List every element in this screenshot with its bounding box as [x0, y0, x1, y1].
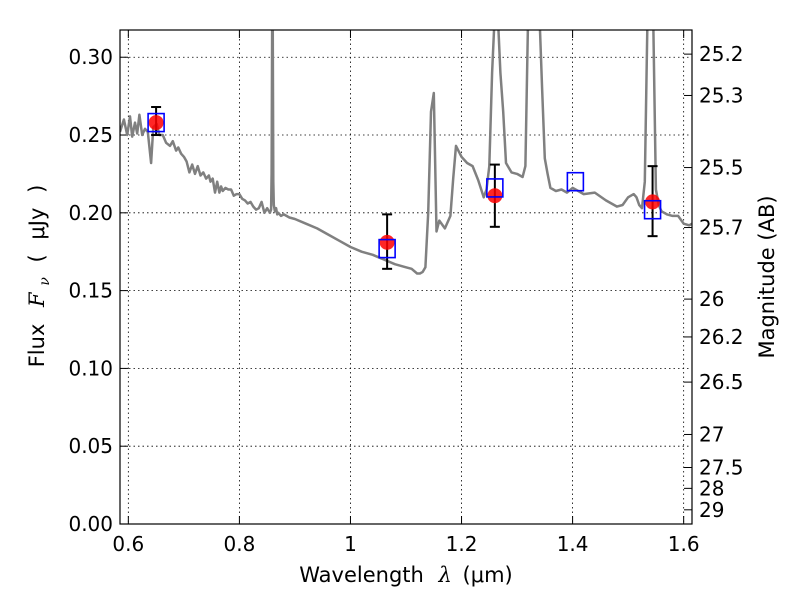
observed-flux-point: [379, 234, 395, 250]
ticks: [120, 30, 692, 525]
magnitude-tick-label: 25.7: [699, 216, 744, 240]
y-tick-label: 0.20: [68, 201, 113, 225]
magnitude-tick-label: 25.5: [699, 156, 744, 180]
x-axis-label-text: Wavelength: [299, 563, 424, 587]
y-axis-label-text: Flux: [25, 324, 49, 368]
y-axis-label-subscript: ν: [37, 277, 53, 286]
observed-points: [148, 115, 661, 250]
y-tick-label: 0.05: [68, 434, 113, 458]
model-photometry-marker: [566, 171, 585, 192]
y-tick-label: 0.10: [68, 356, 113, 380]
y-axis-label-symbol: F: [25, 291, 49, 308]
model-photometry-marker: [643, 199, 662, 220]
magnitude-tick-label: 26: [699, 287, 724, 311]
plot-frame: [119, 29, 693, 525]
x-axis-label-symbol: λ: [438, 563, 452, 587]
x-tick-label: 0.6: [112, 532, 144, 556]
magnitude-tick-label: 26.2: [699, 325, 744, 349]
magnitude-tick-label: 26.5: [699, 370, 744, 394]
right-axis-label: Magnitude (AB): [755, 195, 779, 358]
y-tick-label: 0.15: [68, 279, 113, 303]
x-axis-label: Wavelength λ (μm): [299, 563, 512, 587]
x-tick-label: 0.8: [223, 532, 255, 556]
y-tick-label: 0.00: [68, 512, 113, 536]
y-tick-label: 0.25: [68, 123, 113, 147]
observed-flux-point: [487, 188, 503, 204]
magnitude-tick-label: 25.3: [699, 83, 744, 107]
x-tick-label: 1.6: [668, 532, 700, 556]
y-axis-label: Flux F ν ( μJy ): [25, 185, 54, 368]
observed-flux-point: [148, 115, 164, 131]
magnitude-tick-label: 29: [699, 498, 724, 522]
magnitude-tick-label: 27: [699, 422, 724, 446]
y-tick-label: 0.30: [68, 45, 113, 69]
x-axis-label-unit: (μm): [463, 563, 513, 587]
model-markers: [147, 112, 662, 259]
x-tick-label: 1: [344, 532, 357, 556]
model-photometry-marker: [486, 178, 504, 198]
model-photometry-marker: [147, 112, 165, 133]
observed-flux-point: [645, 194, 661, 210]
y-tick-labels: 0.00 0.05 0.10 0.15 0.20 0.25 0.30: [68, 45, 113, 536]
x-tick-labels: 0.6 0.8 1 1.2 1.4 1.6: [112, 532, 699, 556]
x-tick-label: 1.2: [446, 532, 478, 556]
magnitude-tick-label: 28: [699, 476, 724, 500]
y-axis-label-unit-open: (: [25, 254, 49, 262]
model-photometry-marker: [378, 238, 396, 259]
magnitude-tick-label: 27.5: [699, 456, 744, 480]
y-axis-label-unit-close: ): [25, 185, 49, 193]
y-axis-label-unit: μJy: [25, 208, 49, 240]
plot-background: [120, 30, 692, 524]
magnitude-tick-label: 25.2: [699, 42, 744, 66]
x-tick-label: 1.4: [557, 532, 589, 556]
